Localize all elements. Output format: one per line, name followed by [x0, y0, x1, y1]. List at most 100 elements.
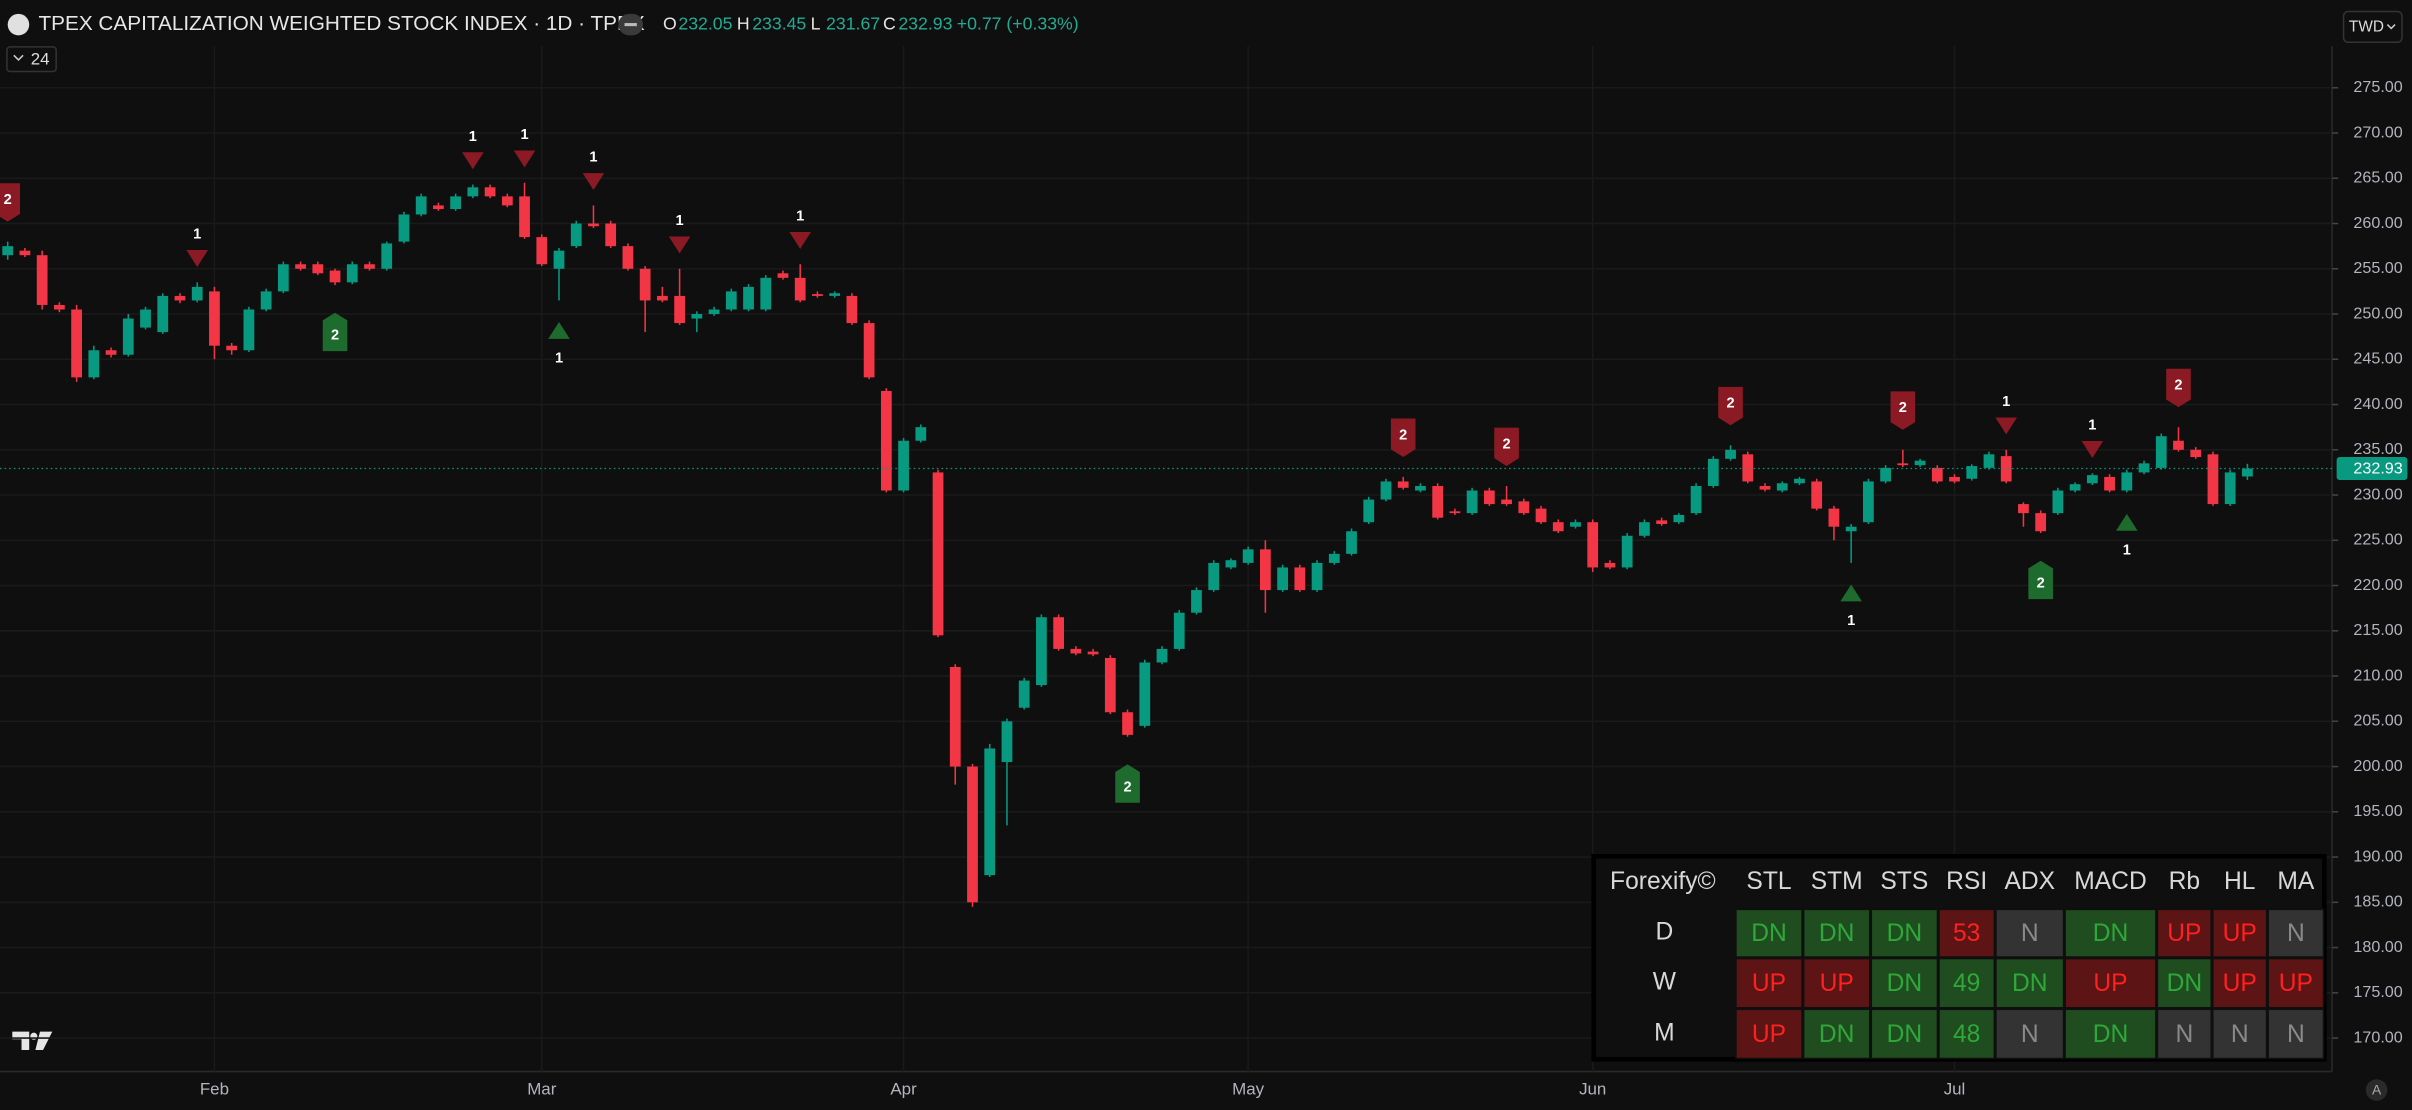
change: +0.77 (+0.33%): [957, 13, 1079, 33]
signal-label: 2: [1503, 436, 1511, 452]
candle-body: [346, 264, 358, 283]
candle-body: [1397, 481, 1409, 488]
chevron: [13, 54, 24, 62]
tv-logo[interactable]: [12, 1031, 53, 1051]
table-cell: [1870, 908, 1939, 958]
candle-body: [2155, 436, 2167, 468]
candle-body: [1173, 612, 1185, 649]
candle-body: [1811, 481, 1823, 509]
y-tick-label: 185.00: [2353, 893, 2402, 911]
scale-mode-button[interactable]: [2365, 1079, 2388, 1101]
table-cell: [1735, 908, 1803, 958]
y-tick-label: 195.00: [2353, 802, 2402, 820]
signal-triangle: [548, 321, 570, 339]
candle-body: [1742, 454, 1754, 482]
candle-body: [1415, 485, 1426, 491]
candle-body: [2104, 476, 2115, 491]
candle-body: [708, 309, 720, 315]
candle-body: [639, 268, 651, 301]
symbol-icon[interactable]: [7, 13, 30, 36]
table-header: STM: [1811, 868, 1863, 895]
candle-body: [1587, 522, 1599, 568]
signal-triangle: [462, 152, 484, 170]
cell-value: DN: [1887, 1021, 1923, 1048]
table-cell: [2064, 957, 2157, 1009]
candle-body: [2000, 456, 2012, 482]
last-price-label: 232.93: [2353, 460, 2402, 478]
signal: 1: [513, 127, 536, 168]
table-cell: [2156, 908, 2213, 958]
logo-part: [12, 1031, 30, 1051]
cell-value: UP: [2223, 970, 2257, 997]
candle-body: [450, 196, 462, 210]
signal: 1: [2081, 418, 2104, 458]
table-cell: [1995, 908, 2065, 958]
candle-body: [519, 196, 530, 238]
cell-value: UP: [2093, 970, 2127, 997]
symbol-title[interactable]: TPEX CAPITALIZATION WEIGHTED STOCK INDEX…: [38, 12, 644, 35]
cell-value: UP: [2279, 970, 2313, 997]
signal: 2: [1890, 391, 1916, 430]
candle-body: [656, 295, 668, 301]
candle-body: [312, 264, 324, 274]
candle-body: [932, 472, 944, 636]
candle-body: [1914, 460, 1926, 466]
status-dash: [624, 23, 637, 27]
ohlc-value: 232.93: [898, 13, 952, 33]
scale-mode: A: [2372, 1081, 2382, 1097]
signal-triangle: [2116, 513, 2138, 531]
table-header: RSI: [1946, 868, 1987, 895]
signal: 2: [2028, 560, 2053, 600]
candle-body: [553, 250, 565, 269]
y-tick-label: 235.00: [2353, 440, 2402, 458]
forexify-table: Forexify© STL STM STS RSI ADX MACD Rb HL MA D DN DN D…: [1591, 854, 2327, 1062]
candle-body: [1690, 485, 1702, 514]
table-header: Rb: [2169, 868, 2200, 895]
candle-body: [2138, 463, 2150, 473]
signal-flag: [1115, 764, 1140, 803]
table-cell: [1995, 1008, 2065, 1060]
y-tick-label: 215.00: [2353, 621, 2402, 639]
cell-value: N: [2175, 1021, 2193, 1048]
y-tick-label: 170.00: [2353, 1028, 2402, 1046]
cell-value: N: [2021, 920, 2039, 947]
cell-value: UP: [2223, 920, 2257, 947]
candle-body: [1983, 454, 1995, 468]
table-cell: [1938, 908, 1996, 958]
y-tick-label: 270.00: [2353, 123, 2402, 141]
cell-value: DN: [1887, 970, 1923, 997]
last-price-box: [2336, 456, 2408, 481]
candle-body: [1725, 449, 1736, 459]
y-tick-label: 245.00: [2353, 350, 2402, 368]
table-cell: [2064, 1008, 2157, 1060]
signal-label: 2: [2037, 576, 2045, 592]
candle-body: [2035, 513, 2047, 532]
signal-label: 1: [589, 150, 597, 166]
table-cell: [1870, 957, 1939, 1009]
candle-body: [1191, 590, 1202, 613]
signal: 1: [462, 129, 484, 170]
candle-body: [863, 323, 875, 378]
indicator-toggle[interactable]: [6, 46, 57, 73]
y-tick-label: 200.00: [2353, 757, 2402, 775]
candle-body: [329, 270, 341, 283]
signal-label: 2: [331, 328, 339, 344]
signal: 2: [1390, 418, 1416, 457]
candle-body: [1621, 535, 1633, 568]
cell-value: DN: [2012, 970, 2048, 997]
table-cell: [1938, 1008, 1996, 1060]
y-tick-label: 190.00: [2353, 847, 2402, 865]
candle-body: [19, 250, 31, 256]
signal-label: 1: [469, 129, 477, 145]
candle-body: [1570, 522, 1581, 527]
signal-label: 1: [520, 127, 528, 143]
candle-body: [1070, 648, 1082, 654]
candle-body: [277, 264, 289, 292]
signal: 2: [1718, 386, 1743, 426]
y-tick-label: 175.00: [2353, 983, 2402, 1001]
candle-body: [1862, 481, 1874, 523]
currency-button[interactable]: [2342, 10, 2403, 44]
indicator-count: 24: [31, 49, 50, 68]
candle-body: [2069, 484, 2081, 491]
ohlc-label: L: [811, 13, 821, 33]
